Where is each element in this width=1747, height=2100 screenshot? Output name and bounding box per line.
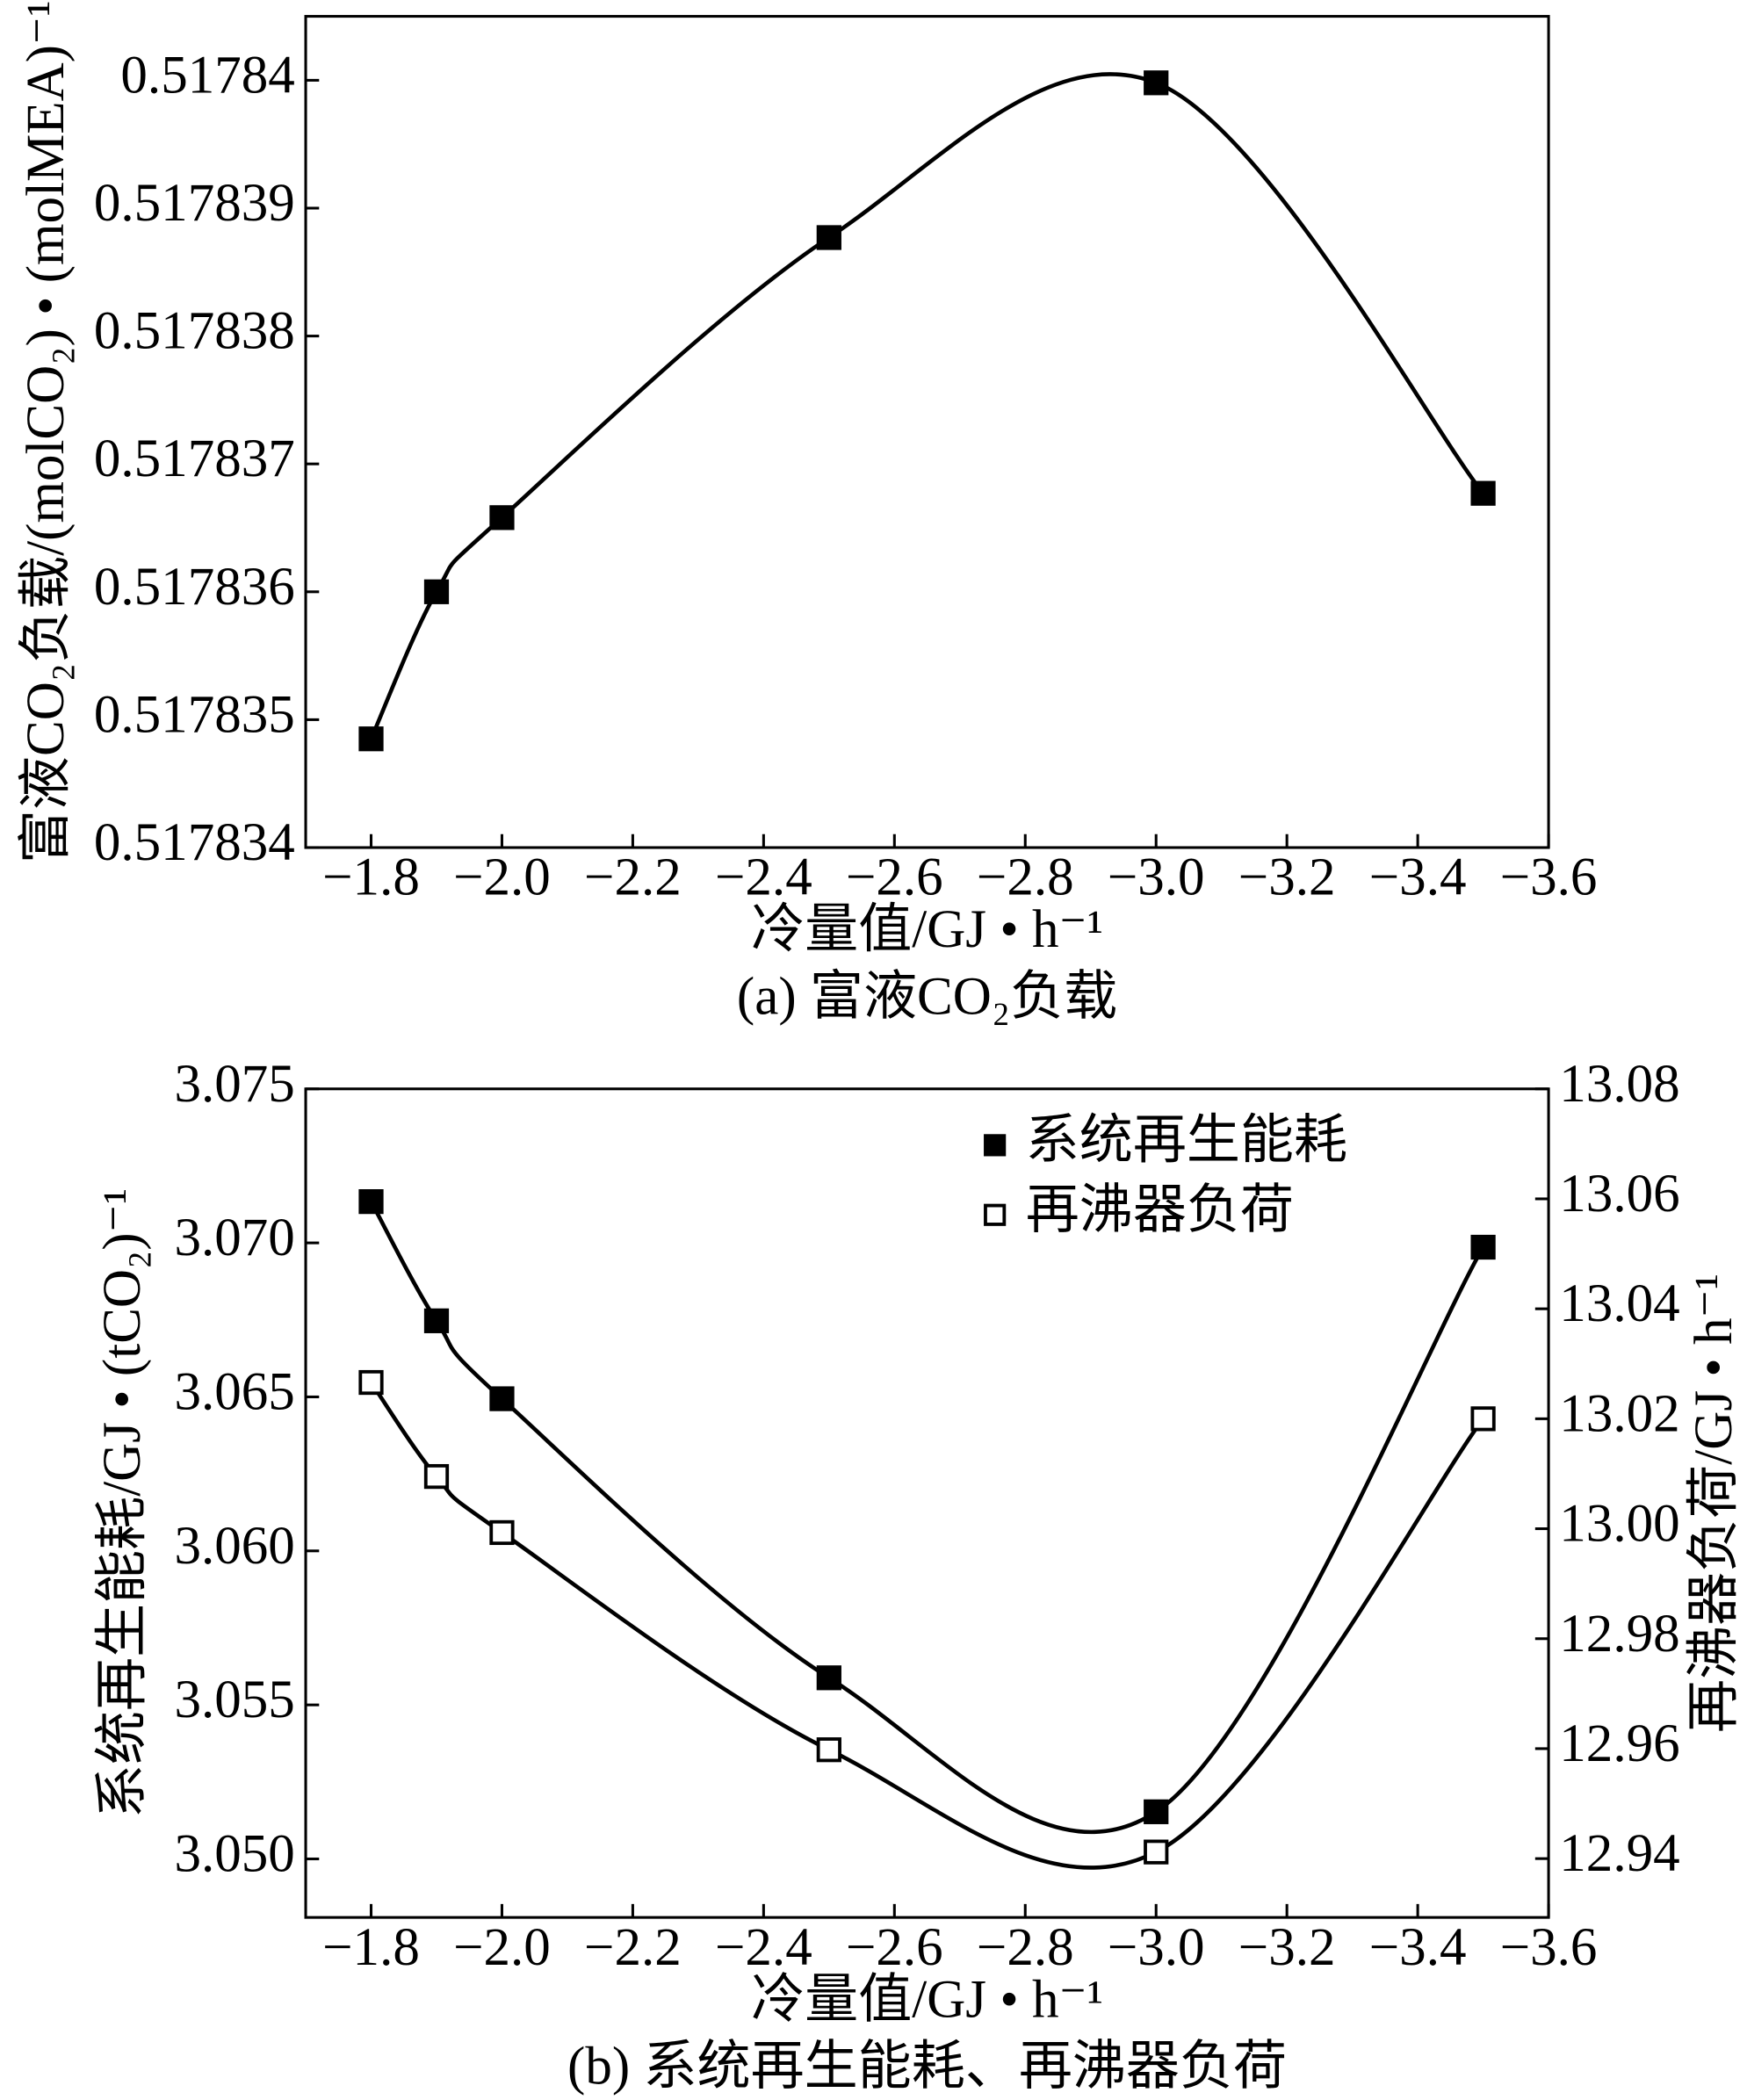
x-tick-label: −2.2 xyxy=(584,848,682,907)
x-tick-label: −3.4 xyxy=(1369,1918,1467,1977)
y-axis-label: 富液CO₂负载/(molCO₂) • (molMEA)⁻¹ xyxy=(17,0,76,863)
legend-marker xyxy=(984,1134,1007,1157)
y-tick-label: 0.51784 xyxy=(120,46,294,105)
y-tick-label: 0.517836 xyxy=(94,558,295,617)
x-tick-label: −3.6 xyxy=(1500,848,1598,907)
y2-axis-label: 再沸器负荷/GJ • h⁻¹ xyxy=(1685,1274,1743,1733)
y2-tick-label: 13.08 xyxy=(1559,1055,1679,1114)
legend-label: 系统再生能耗 xyxy=(1026,1111,1347,1170)
y-axis-label: 系统再生能耗/GJ • (tCO₂)⁻¹ xyxy=(93,1188,152,1818)
y-tick-label: 3.075 xyxy=(174,1055,294,1114)
data-point xyxy=(423,1308,450,1333)
y2-tick-label: 13.00 xyxy=(1559,1495,1679,1554)
caption: (b) 系统再生能耗、再沸器负荷 xyxy=(567,2038,1287,2096)
y-tick-label: 0.517835 xyxy=(94,685,295,744)
y-tick-label: 0.517837 xyxy=(94,429,295,488)
y-tick-label: 0.517839 xyxy=(94,174,295,233)
x-tick-label: −2.4 xyxy=(715,848,812,907)
x-tick-label: −2.6 xyxy=(846,1918,943,1977)
x-tick-label: −2.6 xyxy=(846,848,943,907)
y-tick-label: 0.517834 xyxy=(94,813,295,872)
data-point xyxy=(423,579,450,604)
series-line xyxy=(369,1381,1485,1870)
x-tick-label: −2.8 xyxy=(977,1918,1074,1977)
y2-tick-label: 12.94 xyxy=(1559,1824,1679,1883)
y-tick-label: 3.060 xyxy=(174,1517,294,1576)
data-point xyxy=(816,1737,841,1763)
plot-frame xyxy=(304,1087,1550,1919)
x-tick-label: −3.6 xyxy=(1500,1918,1598,1977)
x-tick-label: −3.2 xyxy=(1238,848,1336,907)
y2-tick-label: 12.96 xyxy=(1559,1714,1679,1773)
x-tick-label: −2.0 xyxy=(453,1918,551,1977)
data-point xyxy=(358,1189,384,1215)
y2-tick-label: 12.98 xyxy=(1559,1605,1679,1663)
x-tick-label: −2.8 xyxy=(977,848,1074,907)
data-point xyxy=(489,1386,515,1411)
y-tick-label: 3.070 xyxy=(174,1209,294,1267)
x-tick-label: −2.0 xyxy=(453,848,551,907)
y-tick-label: 3.055 xyxy=(174,1671,294,1729)
data-point xyxy=(423,1463,450,1490)
data-point xyxy=(816,1665,841,1691)
y-tick-label: 3.065 xyxy=(174,1362,294,1421)
x-tick-label: −3.4 xyxy=(1369,848,1467,907)
y2-tick-label: 13.06 xyxy=(1559,1165,1679,1223)
data-point xyxy=(1470,1406,1496,1432)
plot-frame xyxy=(304,15,1550,849)
y-tick-label: 0.517838 xyxy=(94,302,295,361)
data-point xyxy=(489,1519,515,1546)
x-tick-label: −1.8 xyxy=(322,1918,420,1977)
y2-tick-label: 13.02 xyxy=(1559,1384,1679,1443)
y-tick-label: 3.050 xyxy=(174,1825,294,1884)
data-point xyxy=(1470,480,1496,506)
x-tick-label: −3.0 xyxy=(1108,848,1205,907)
series-line xyxy=(369,1201,1485,1834)
legend-marker xyxy=(984,1203,1007,1226)
y2-tick-label: 13.04 xyxy=(1559,1274,1679,1333)
data-point xyxy=(358,726,384,752)
caption: (a) 富液CO₂负载 xyxy=(737,968,1117,1027)
x-tick-label: −1.8 xyxy=(322,848,420,907)
x-tick-label: −2.4 xyxy=(715,1918,812,1977)
data-point xyxy=(358,1369,384,1396)
x-axis-label: 冷量值/GJ • h⁻¹ xyxy=(751,900,1103,959)
x-tick-label: −3.2 xyxy=(1238,1918,1336,1977)
x-tick-label: −2.2 xyxy=(584,1918,682,1977)
series-line xyxy=(369,72,1485,740)
data-point xyxy=(1144,70,1169,96)
data-point xyxy=(1470,1234,1496,1260)
legend-label: 再沸器负荷 xyxy=(1026,1180,1294,1239)
data-point xyxy=(816,225,841,250)
x-axis-label: 冷量值/GJ • h⁻¹ xyxy=(751,1970,1103,2029)
data-point xyxy=(1144,1799,1169,1824)
x-tick-label: −3.0 xyxy=(1108,1918,1205,1977)
data-point xyxy=(1144,1839,1169,1865)
data-point xyxy=(489,505,515,530)
